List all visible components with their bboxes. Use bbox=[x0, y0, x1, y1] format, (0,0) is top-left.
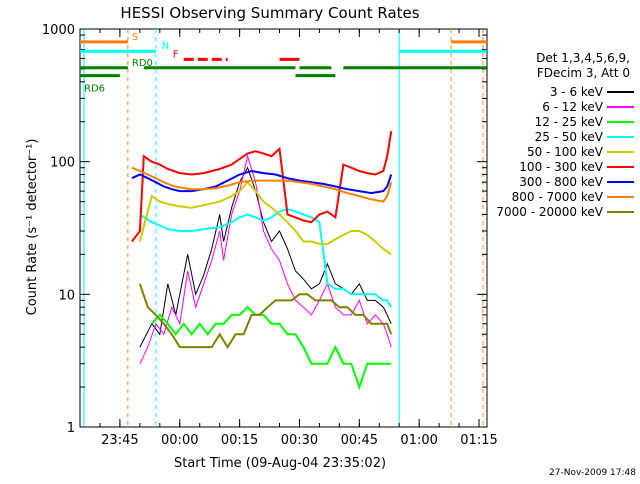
state-bar-label-rd0: RD0 bbox=[132, 58, 153, 69]
series-line-5 bbox=[131, 130, 393, 243]
x-tick-label: 00:45 bbox=[341, 433, 378, 448]
x-tick-label: 00:15 bbox=[221, 433, 258, 448]
series-line-6 bbox=[131, 169, 393, 195]
plot-frame bbox=[79, 28, 488, 428]
y-tick-label: 10 bbox=[58, 288, 75, 303]
series-line-1 bbox=[139, 154, 392, 364]
x-axis-label: Start Time (09-Aug-04 23:35:02) bbox=[174, 456, 386, 471]
legend-label: 6 - 12 keV bbox=[542, 100, 604, 114]
x-tick-label: 23:45 bbox=[101, 433, 138, 448]
state-bar-label-rd6: RD6 bbox=[84, 84, 105, 95]
state-bar-label-s: S bbox=[132, 32, 138, 43]
footer-timestamp: 27-Nov-2009 17:48 bbox=[549, 468, 636, 478]
legend-label: 300 - 800 keV bbox=[519, 175, 603, 189]
x-tick-label: 01:15 bbox=[460, 433, 497, 448]
legend-label: 3 - 6 keV bbox=[550, 85, 604, 99]
series-line-4 bbox=[138, 180, 392, 256]
x-tick-label: 00:00 bbox=[161, 433, 198, 448]
series-line-0 bbox=[139, 166, 392, 348]
legend-label: 50 - 100 keV bbox=[527, 145, 604, 159]
state-bar-label-f: F bbox=[173, 49, 179, 60]
chart-title: HESSI Observing Summary Count Rates bbox=[120, 4, 419, 22]
y-tick-label: 1 bbox=[67, 421, 75, 436]
legend-label: 100 - 300 keV bbox=[519, 160, 603, 174]
series-line-3 bbox=[139, 207, 393, 308]
y-tick-label: 100 bbox=[50, 156, 75, 171]
legend-label: 25 - 50 keV bbox=[535, 130, 604, 144]
plot-area: 23:45 00:00 00:15 00:30 00:45 01:00 01:15 1 10 10… bbox=[42, 23, 498, 448]
state-bar-label-n: N bbox=[162, 41, 169, 52]
state-bars: S NF RD0 RD6 bbox=[80, 32, 487, 95]
y-tick-label: 1000 bbox=[42, 23, 75, 38]
x-tick-label: 00:30 bbox=[281, 433, 318, 448]
legend-label: 7000 - 20000 keV bbox=[496, 205, 603, 219]
legend-header-line-1: Det 1,3,4,5,6,9, bbox=[536, 51, 630, 65]
series-lines bbox=[131, 130, 393, 391]
legend-label: 800 - 7000 keV bbox=[512, 190, 604, 204]
legend-header-line-2: FDecim 3, Att 0 bbox=[537, 66, 630, 80]
x-tick-label: 01:00 bbox=[400, 433, 437, 448]
series-line-8 bbox=[138, 283, 393, 349]
series-line-7 bbox=[131, 166, 393, 203]
series-line-2 bbox=[151, 305, 392, 391]
legend-label: 12 - 25 keV bbox=[535, 115, 604, 129]
y-axis-label: Count Rate (s⁻¹ detector⁻¹) bbox=[25, 139, 40, 316]
